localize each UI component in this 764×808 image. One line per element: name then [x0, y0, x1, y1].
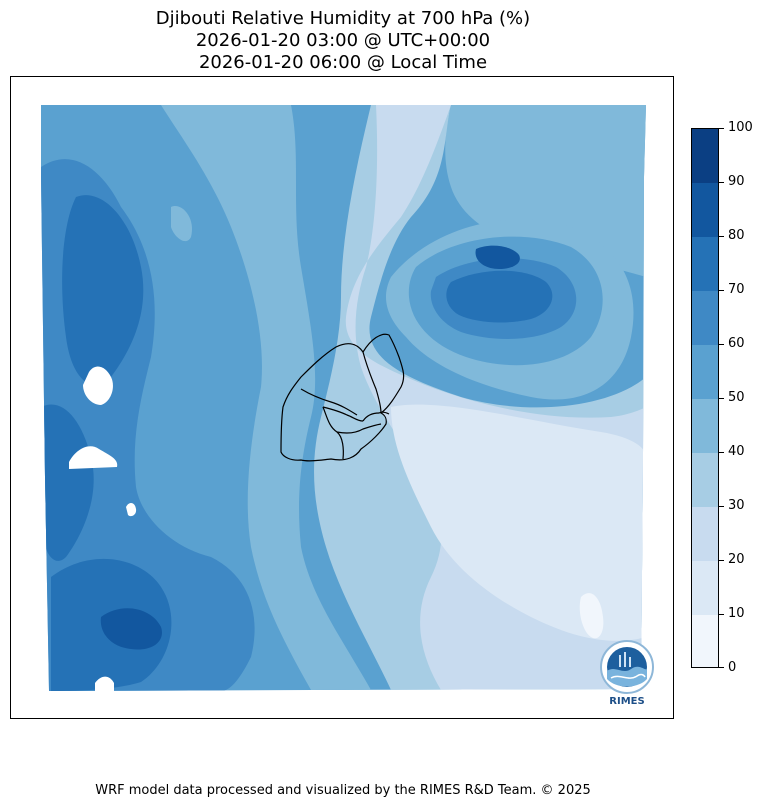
humidity-level-70-80 [62, 195, 144, 385]
map-title: Djibouti Relative Humidity at 700 hPa (%… [155, 8, 531, 29]
colorbar-segment [692, 399, 718, 453]
admin-boundary [300, 388, 358, 416]
colorbar-segment [692, 507, 718, 561]
local-timestamp: 2026-01-20 06:00 @ Local Time [198, 52, 488, 73]
djibouti-boundary [280, 333, 405, 462]
colorbar-tick [719, 182, 724, 183]
colorbar-tick-label: 50 [728, 390, 745, 405]
colorbar-tick-label: 80 [728, 228, 745, 243]
colorbar-tick-label: 100 [728, 120, 753, 135]
colorbar-segment [692, 615, 718, 667]
humidity-level-70-80 [41, 404, 94, 561]
colorbar-segment [692, 183, 718, 237]
colorbar-tick-label: 60 [728, 336, 745, 351]
humidity-level-80-90 [100, 608, 162, 650]
colorbar-segment [692, 291, 718, 345]
colorbar-tick-label: 70 [728, 282, 745, 297]
humidity-level-80-90 [475, 245, 520, 269]
humidity-level-70-80 [446, 270, 553, 323]
admin-boundary [322, 406, 364, 422]
colorbar-tick-label: 40 [728, 444, 745, 459]
no-data-gap [83, 366, 113, 405]
colorbar-segment [692, 453, 718, 507]
map-frame [10, 76, 674, 719]
colorbar-segment [692, 129, 718, 183]
colorbar-segment [692, 345, 718, 399]
rimes-logo-icon: RIMES [600, 640, 654, 707]
humidity-level-40-50 [161, 105, 371, 690]
no-data-gap [69, 446, 118, 469]
humidity-level-10-20 [391, 404, 646, 641]
colorbar-tick [719, 290, 724, 291]
colorbar-tick [719, 344, 724, 345]
colorbar-segment [692, 561, 718, 615]
colorbar-tick-label: 90 [728, 174, 745, 189]
colorbar-tick [719, 506, 724, 507]
no-data-gap [126, 503, 137, 517]
admin-boundary [362, 351, 382, 414]
colorbar-tick [719, 614, 724, 615]
colorbar-tick [719, 236, 724, 237]
footer-credit: WRF model data processed and visualized … [95, 783, 591, 798]
colorbar-tick-label: 20 [728, 552, 745, 567]
gulf-of-tadjoura-shore [362, 411, 390, 422]
colorbar-tick-label: 0 [728, 660, 737, 675]
colorbar-tick [719, 667, 724, 668]
humidity-level-0-10 [579, 593, 604, 639]
humidity-level-40-50 [171, 206, 192, 242]
colorbar [691, 128, 719, 668]
colorbar-tick [719, 560, 724, 561]
utc-timestamp: 2026-01-20 03:00 @ UTC+00:00 [195, 30, 491, 51]
colorbar-tick-label: 10 [728, 606, 745, 621]
humidity-field [41, 105, 646, 691]
colorbar-tick [719, 398, 724, 399]
logo-text: RIMES [609, 696, 644, 707]
colorbar-tick-label: 30 [728, 498, 745, 513]
djibouti-country-border [280, 333, 405, 462]
humidity-map [41, 105, 646, 691]
colorbar-tick [719, 128, 724, 129]
no-data-gap [95, 676, 114, 691]
colorbar-tick [719, 452, 724, 453]
colorbar-segment [692, 237, 718, 291]
admin-boundary [336, 423, 382, 434]
